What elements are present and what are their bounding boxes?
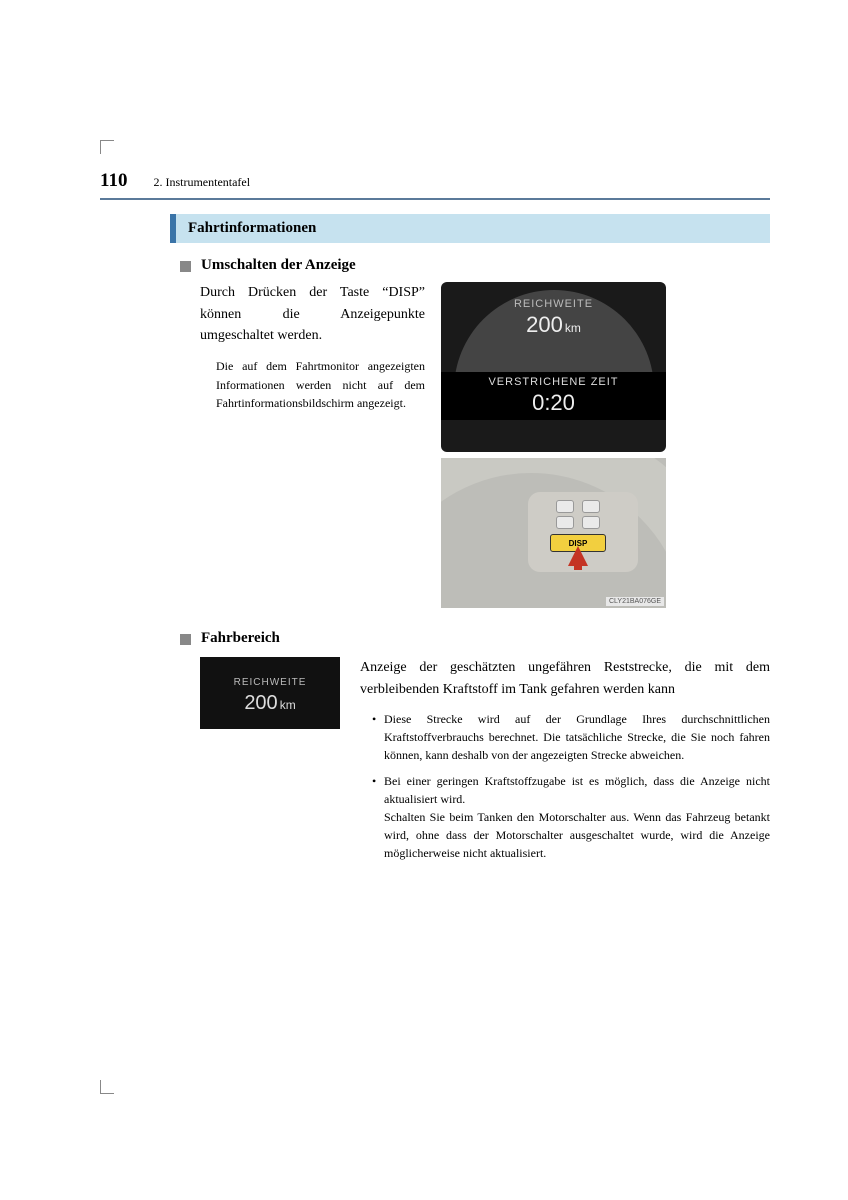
gauge-content: REICHWEITE 200km — [474, 288, 634, 338]
image-code: CLY21BA076GE — [606, 597, 664, 606]
range-card-unit: km — [280, 698, 296, 712]
steering-wheel-illustration: DISP CLY21BA076GE — [441, 458, 666, 608]
subsection-1-title: Umschalten der Anzeige — [201, 257, 356, 274]
wheel-button-icon — [556, 516, 574, 529]
crop-mark-bottom-left — [100, 1080, 114, 1094]
page-content: 110 2. Instrumententafel Fahrtinformatio… — [100, 170, 770, 870]
subsection-2-title: Fahrbereich — [201, 630, 280, 647]
range-card-illustration: REICHWEITE 200km — [200, 657, 340, 729]
bullet-list: Diese Strecke wird auf der Grundlage Ihr… — [372, 710, 770, 862]
subsection-2: Fahrbereich REICHWEITE 200km Anzeige der… — [100, 630, 770, 870]
range-value-row: 200km — [474, 312, 634, 338]
subsection-2-para: Anzeige der geschätzten ungefähren Rests… — [360, 657, 770, 700]
button-pad: DISP — [550, 498, 620, 564]
subsection-1-para: Durch Drücken der Taste “DISP” können di… — [200, 282, 425, 347]
section-title-bar: Fahrtinformationen — [170, 214, 770, 243]
subsection-1-text: Durch Drücken der Taste “DISP” können di… — [200, 282, 425, 608]
elapsed-strip: VERSTRICHENE ZEIT 0:20 — [441, 372, 666, 420]
page-number: 110 — [100, 170, 127, 192]
dashboard-display-illustration: REICHWEITE 200km VERSTRICHENE ZEIT 0:20 — [441, 282, 666, 452]
subsection-2-text: Anzeige der geschätzten ungefähren Rests… — [360, 657, 770, 870]
subsection-1-note: Die auf dem Fahrtmonitor angezeigten Inf… — [216, 357, 425, 413]
range-card-label: REICHWEITE — [200, 677, 340, 688]
subsection-2-header: Fahrbereich — [180, 630, 770, 647]
subsection-1-body: Durch Drücken der Taste “DISP” können di… — [200, 282, 770, 608]
wheel-button-icon — [582, 500, 600, 513]
subsection-1-header: Umschalten der Anzeige — [180, 257, 770, 274]
square-bullet-icon — [180, 634, 191, 645]
illustration-column: REICHWEITE 200km VERSTRICHENE ZEIT 0:20 — [441, 282, 666, 608]
range-label: REICHWEITE — [474, 298, 634, 310]
bullet-item: Diese Strecke wird auf der Grundlage Ihr… — [372, 710, 770, 764]
page-header: 110 2. Instrumententafel — [100, 170, 770, 200]
wheel-button-icon — [556, 500, 574, 513]
breadcrumb: 2. Instrumententafel — [153, 175, 250, 190]
range-value: 200 — [526, 312, 563, 337]
crop-mark-top-left — [100, 140, 114, 154]
square-bullet-icon — [180, 261, 191, 272]
range-card-value-row: 200km — [200, 692, 340, 715]
elapsed-value: 0:20 — [441, 390, 666, 416]
subsection-2-body: REICHWEITE 200km Anzeige der geschätzten… — [200, 657, 770, 870]
wheel-button-icon — [582, 516, 600, 529]
range-unit: km — [565, 321, 581, 335]
bullet-item: Bei einer geringen Kraftstoffzugabe ist … — [372, 772, 770, 862]
wheel-hub-shape: DISP — [528, 492, 638, 572]
elapsed-label: VERSTRICHENE ZEIT — [441, 376, 666, 388]
arrow-stem-icon — [574, 562, 582, 570]
range-card-value: 200 — [244, 692, 277, 714]
bullet-2a: Bei einer geringen Kraftstoffzugabe ist … — [384, 774, 770, 806]
bullet-2b: Schalten Sie beim Tanken den Motorschalt… — [384, 810, 770, 860]
